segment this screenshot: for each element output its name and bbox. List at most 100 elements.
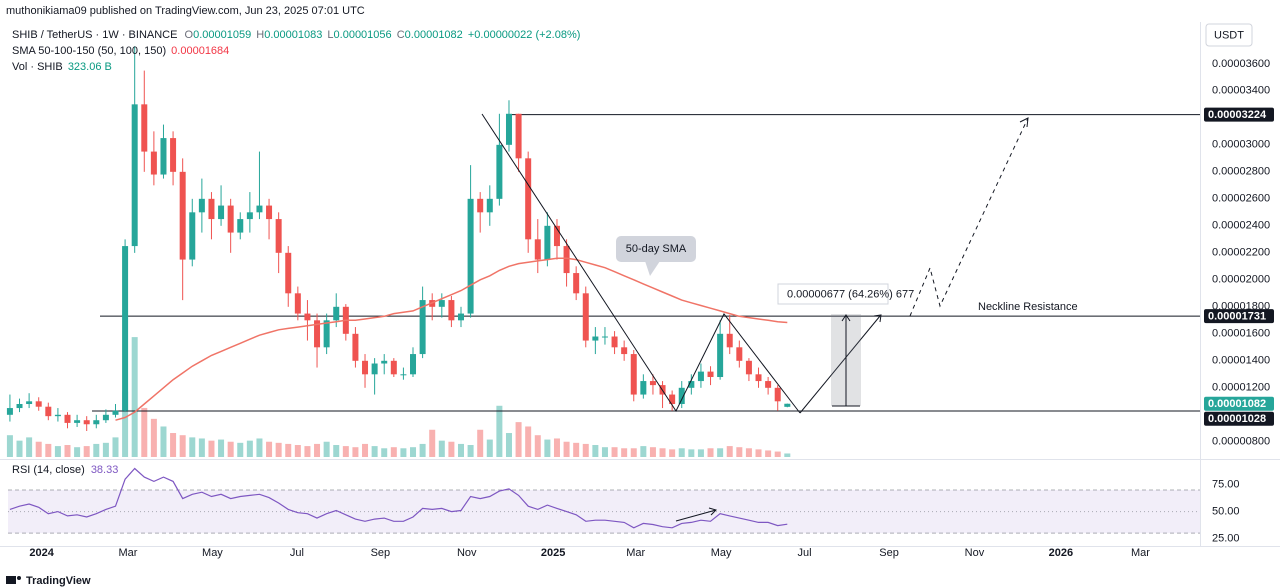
candle-body <box>601 336 608 338</box>
projection-dashed <box>909 117 1029 317</box>
projection-line <box>799 315 881 414</box>
candle-body <box>198 198 205 213</box>
candle-body <box>736 347 743 361</box>
candle-body <box>707 371 714 378</box>
y-tick-label: 0.00001600 <box>1212 328 1270 340</box>
candle-body <box>726 333 733 348</box>
candle-body <box>688 381 695 388</box>
candle-body <box>505 113 512 145</box>
rsi-title: RSI (14, close) <box>12 464 85 476</box>
volume-bar <box>467 445 474 457</box>
y-tick-label: 0.00003000 <box>1212 139 1270 151</box>
candle-body <box>621 347 628 355</box>
candle-body <box>112 410 119 415</box>
legend-sma-line: SMA 50-100-150 (50, 100, 150) 0.00001684 <box>12 45 229 57</box>
candle-body <box>45 406 52 417</box>
volume-bar <box>93 443 100 457</box>
volume-bar <box>525 426 532 457</box>
vol-name: Vol · SHIB <box>12 61 63 73</box>
candle-body <box>371 363 378 375</box>
volume-bar <box>112 437 119 457</box>
legend-vol-line: Vol · SHIB 323.06 B <box>12 61 112 73</box>
volume-bar <box>688 449 695 457</box>
candle-body <box>419 300 426 355</box>
callout-box <box>616 236 696 262</box>
candle-body <box>227 205 234 233</box>
volume-bar <box>477 429 484 457</box>
volume-bar <box>419 443 426 457</box>
volume-bar <box>16 440 23 457</box>
volume-bar <box>150 418 157 457</box>
rsi-tick-label: 25.00 <box>1212 532 1240 544</box>
volume-bar <box>64 445 71 457</box>
volume-bar <box>54 446 61 457</box>
candle-body <box>534 239 541 260</box>
candle-body <box>649 381 656 386</box>
candle-body <box>765 381 772 388</box>
sma-line <box>115 257 788 421</box>
volume-bar <box>601 447 608 457</box>
y-tick-label: 0.00001400 <box>1212 355 1270 367</box>
volume-bar <box>83 446 90 457</box>
candle-body <box>294 293 301 314</box>
volume-bar <box>352 447 359 457</box>
y-tick-label: 0.00003600 <box>1212 58 1270 70</box>
pattern-drawings <box>481 113 1029 522</box>
currency-box[interactable] <box>1205 23 1253 47</box>
candle-body <box>697 371 704 382</box>
y-tick-label: 0.00002400 <box>1212 220 1270 232</box>
volume-bar <box>582 443 589 457</box>
price-label-box <box>1204 107 1274 122</box>
volume-bar <box>486 439 493 457</box>
brand-logo <box>6 576 16 584</box>
rsi-arrow <box>675 509 717 522</box>
measure-label-box <box>777 283 889 305</box>
candle-body <box>323 320 330 348</box>
x-tick-label: Nov <box>965 547 985 559</box>
candle-body <box>246 212 253 220</box>
symbol: SHIB / TetherUS · 1W · BINANCE <box>12 29 177 41</box>
volume-bar <box>371 446 378 457</box>
volume-bar <box>707 448 714 457</box>
arrow-head <box>708 507 717 516</box>
volume-bar <box>333 445 340 457</box>
volume-bar <box>621 448 628 457</box>
volume-bar <box>534 435 541 457</box>
x-tick-label: May <box>202 547 223 559</box>
volume-bar <box>400 448 407 457</box>
candle-body <box>630 354 637 395</box>
price-label: 0.00001731 <box>1208 311 1266 323</box>
brand-logo-dot <box>17 576 21 580</box>
candle-body <box>381 360 388 364</box>
candle-body <box>457 313 464 321</box>
change: +0.00000022 (+2.08%) <box>468 29 581 41</box>
candle-body <box>131 104 138 247</box>
volume-bar <box>170 433 177 457</box>
candle-body <box>573 273 580 294</box>
candle-body <box>438 300 445 307</box>
rsi-tick-label: 50.00 <box>1212 505 1240 517</box>
candle-body <box>477 198 484 213</box>
c-value: 0.00001082 <box>405 29 463 41</box>
volume-bar <box>553 438 560 457</box>
price-label-box <box>1204 309 1274 324</box>
l-value: 0.00001056 <box>334 29 392 41</box>
volume-bar <box>669 449 676 457</box>
volume-bar <box>544 439 551 457</box>
x-tick-label: Jul <box>290 547 304 559</box>
volume-bar <box>592 445 599 457</box>
volume-bar <box>304 446 311 457</box>
candle-body <box>54 414 61 417</box>
candle-body <box>93 420 100 425</box>
candle-body <box>553 225 560 247</box>
candle-body <box>352 333 359 361</box>
volume-bar <box>630 448 637 457</box>
currency[interactable]: USDT <box>1214 29 1244 41</box>
measure-label: 0.00000677 (64.26%) 677 <box>787 288 914 300</box>
volume-bar <box>342 446 349 457</box>
price-label: 0.00001028 <box>1208 413 1266 425</box>
candle-body <box>122 246 129 411</box>
volume-bar <box>314 443 321 457</box>
candle-body <box>35 401 42 407</box>
